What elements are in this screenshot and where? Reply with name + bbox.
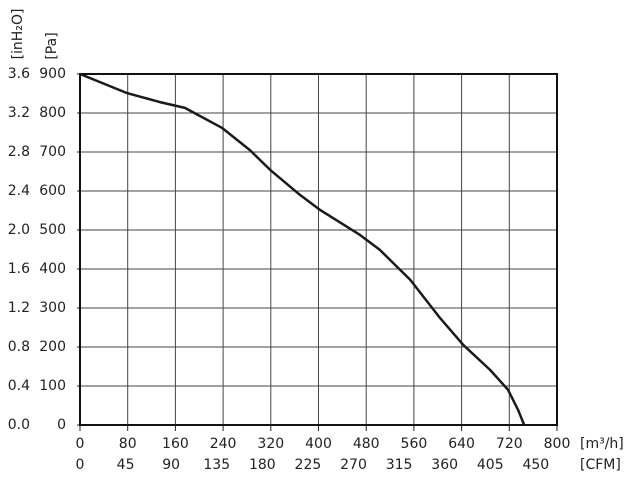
y-tick-label: 0 (57, 417, 66, 433)
x2-tick-label: 90 (162, 457, 180, 473)
y-tick-label: 200 (39, 339, 66, 355)
y2-tick-label: 0.4 (8, 378, 30, 394)
x2-tick-label: 405 (477, 457, 504, 473)
x2-axis-label: [CFM] (580, 457, 621, 473)
plot-frame (79, 73, 558, 426)
y-tick-label: 400 (39, 261, 66, 277)
x2-tick-label: 225 (295, 457, 322, 473)
x2-tick-label: 360 (431, 457, 458, 473)
x2-tick-label: 270 (340, 457, 367, 473)
x-tick-label: 640 (448, 436, 475, 452)
x2-tick-label: 450 (522, 457, 549, 473)
x-tick-label: 80 (119, 436, 137, 452)
x-tick-label: 800 (544, 436, 571, 452)
y-tick-label: 800 (39, 105, 66, 121)
y2-tick-label: 2.8 (8, 144, 30, 160)
y-tick-label: 500 (39, 222, 66, 238)
y-tick-label: 900 (39, 66, 66, 82)
x-axis-label: [m³/h] (580, 436, 624, 452)
y-axis-label: [Pa] (44, 32, 60, 59)
y-tick-label: 600 (39, 183, 66, 199)
x-tick-label: 400 (305, 436, 332, 452)
y2-tick-label: 2.0 (8, 222, 30, 238)
y2-tick-label: 3.6 (8, 66, 30, 82)
y2-tick-label: 2.4 (8, 183, 30, 199)
x-tick-label: 160 (162, 436, 189, 452)
y2-tick-label: 1.2 (8, 300, 30, 316)
x-tick-label: 320 (257, 436, 284, 452)
x2-tick-label: 315 (386, 457, 413, 473)
x-tick-label: 240 (210, 436, 237, 452)
y-tick-label: 300 (39, 300, 66, 316)
y-tick-label: 700 (39, 144, 66, 160)
x2-tick-label: 0 (76, 457, 85, 473)
y2-tick-label: 0.0 (8, 417, 30, 433)
y-tick-label: 100 (39, 378, 66, 394)
y2-tick-label: 0.8 (8, 339, 30, 355)
x2-tick-label: 180 (249, 457, 276, 473)
y2-tick-label: 3.2 (8, 105, 30, 121)
x-tick-label: 0 (76, 436, 85, 452)
x-tick-label: 480 (353, 436, 380, 452)
x2-tick-label: 135 (203, 457, 230, 473)
y2-tick-label: 1.6 (8, 261, 30, 277)
x-tick-label: 720 (496, 436, 523, 452)
x2-tick-label: 45 (117, 457, 135, 473)
x-tick-label: 560 (401, 436, 428, 452)
y2-axis-label: [inH₂O] (10, 9, 26, 60)
fan-curve (79, 72, 526, 426)
